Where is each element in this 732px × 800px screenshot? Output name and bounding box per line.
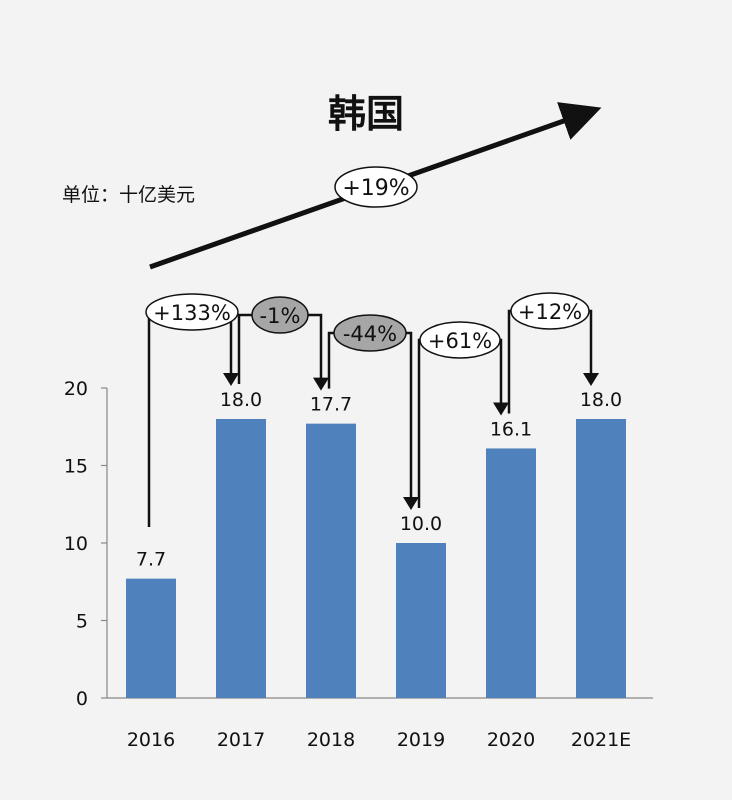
category-label-2016: 2016	[127, 729, 175, 751]
growth-arrowhead	[493, 402, 509, 416]
y-tick-label: 0	[76, 688, 88, 710]
growth-label: +133%	[153, 301, 231, 325]
bar-2021E	[576, 419, 626, 698]
chart-title: 韩国	[328, 92, 404, 136]
growth-bubble	[510, 292, 590, 330]
category-label-2020: 2020	[487, 729, 535, 751]
data-label-2019: 10.0	[400, 513, 442, 535]
bar-2020	[486, 448, 536, 698]
growth-label: -1%	[260, 304, 301, 328]
growth-bubble	[251, 296, 309, 334]
growth-arrowhead	[223, 373, 239, 386]
category-label-2021E: 2021E	[571, 729, 631, 751]
y-tick-label: 5	[76, 611, 88, 633]
cagr-label: +19%	[342, 176, 409, 201]
growth-bubble	[145, 293, 239, 331]
unit-label: 单位：十亿美元	[62, 184, 195, 206]
growth-bubble	[419, 321, 501, 359]
data-label-2017: 18.0	[220, 389, 262, 411]
data-label-2016: 7.7	[136, 549, 166, 571]
category-label-2017: 2017	[217, 729, 265, 751]
cagr-bubble	[334, 166, 418, 208]
growth-arrowhead	[313, 377, 329, 391]
bar-2019	[396, 543, 446, 698]
growth-label: +12%	[518, 300, 582, 324]
data-label-2021E: 18.0	[580, 389, 622, 411]
growth-bubble	[333, 314, 407, 352]
y-tick-label: 15	[64, 456, 88, 478]
growth-arrowhead	[583, 373, 599, 386]
y-tick-label: 10	[64, 533, 88, 555]
category-label-2018: 2018	[307, 729, 355, 751]
category-label-2019: 2019	[397, 729, 445, 751]
growth-label: -44%	[343, 322, 397, 346]
data-label-2020: 16.1	[490, 418, 532, 440]
bar-2017	[216, 419, 266, 698]
y-tick-label: 20	[64, 378, 88, 400]
growth-label: +61%	[428, 329, 492, 353]
growth-arrowhead	[403, 497, 419, 510]
bar-2018	[306, 423, 356, 698]
bar-2016	[126, 578, 176, 698]
data-label-2018: 17.7	[310, 394, 352, 416]
